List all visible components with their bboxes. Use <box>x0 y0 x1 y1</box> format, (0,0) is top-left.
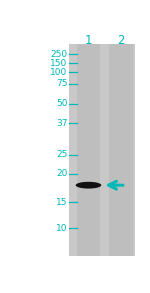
Text: 75: 75 <box>56 79 68 88</box>
Text: 2: 2 <box>117 34 125 47</box>
Text: 100: 100 <box>50 68 68 77</box>
Bar <box>69 44 135 256</box>
Bar <box>77 44 100 256</box>
Text: 10: 10 <box>56 224 68 233</box>
Bar <box>110 44 133 256</box>
Text: 25: 25 <box>56 150 68 159</box>
Text: 37: 37 <box>56 119 68 128</box>
Text: 20: 20 <box>56 169 68 178</box>
Text: 250: 250 <box>50 50 68 59</box>
Ellipse shape <box>76 182 101 189</box>
Text: 150: 150 <box>50 59 68 68</box>
Text: 1: 1 <box>85 34 92 47</box>
Text: 50: 50 <box>56 99 68 108</box>
Text: 15: 15 <box>56 197 68 207</box>
